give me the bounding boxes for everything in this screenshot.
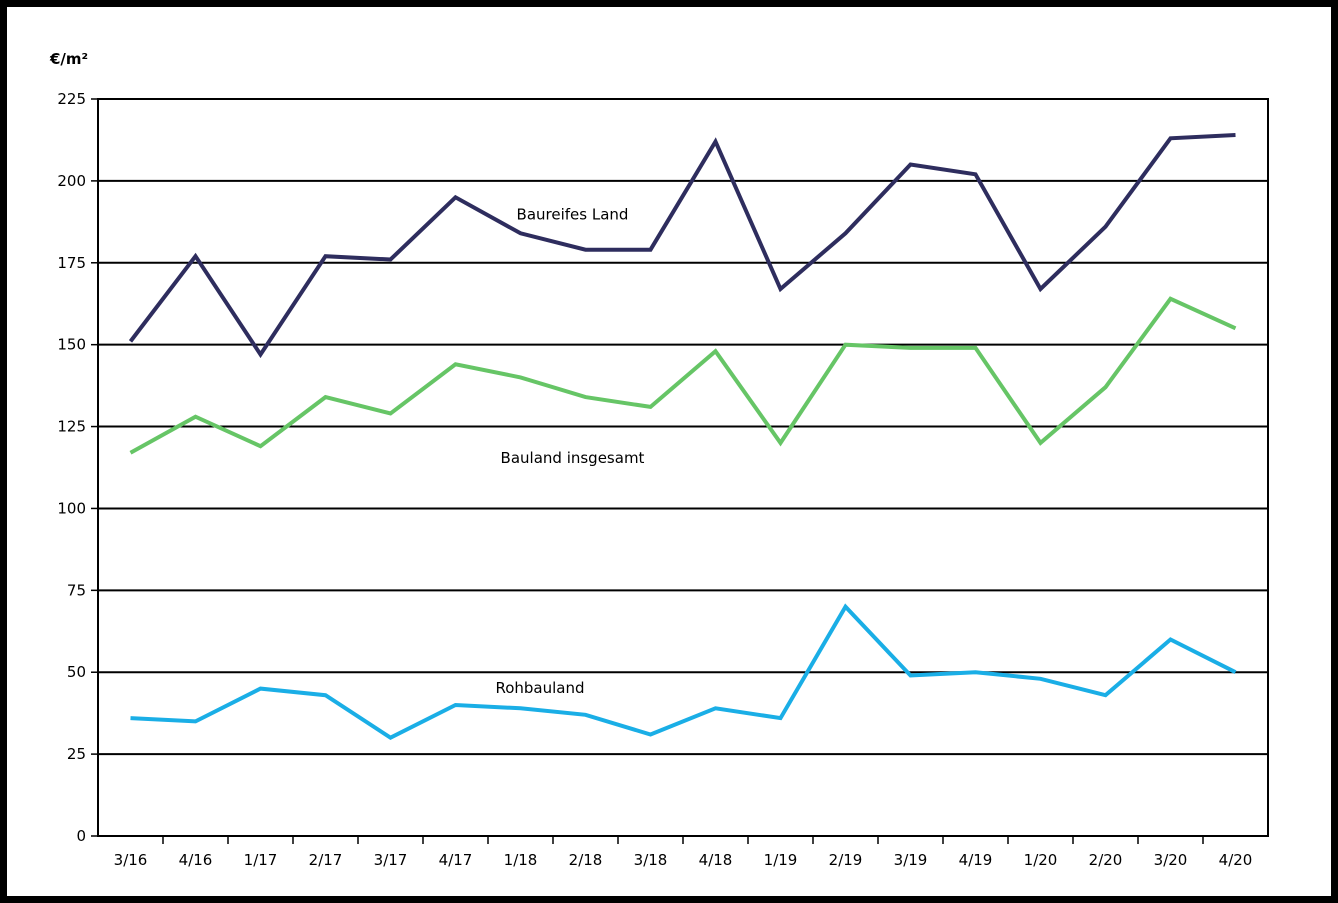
x-tick-label: 1/19 [764,851,798,869]
y-tick-label: 50 [67,663,86,681]
y-tick-label: 200 [57,172,86,190]
x-tick-label: 1/18 [504,851,538,869]
x-tick-label: 4/19 [959,851,993,869]
series-label-bauland-insgesamt: Bauland insgesamt [501,449,645,467]
x-tick-label: 3/19 [894,851,928,869]
y-tick-label: 0 [76,827,86,845]
y-tick-label: 175 [57,254,86,272]
x-tick-label: 4/18 [699,851,733,869]
x-tick-label: 2/19 [829,851,863,869]
x-tick-label: 1/17 [244,851,278,869]
x-tick-label: 3/17 [374,851,408,869]
series-line-bauland-insgesamt [129,296,1237,455]
x-tick-label: 2/20 [1089,851,1123,869]
y-tick-label: 150 [57,336,86,354]
y-tick-label: 225 [57,90,86,108]
y-tick-label: 100 [57,499,86,517]
y-tick-label: 25 [67,745,86,763]
series-labels: Baureifes Land Bauland insgesamt Rohbaulan… [495,205,644,697]
series-lines [128,133,1237,741]
axes: 0 25 50 75 100 125 150 175 200 225 3/16 4/16 1/17 2/1… [57,90,1269,869]
series-line-baureifes-land [128,133,1236,359]
x-tick-label: 3/16 [114,851,148,869]
series-line-rohbauland [130,603,1237,741]
plot-area-border [97,98,1269,837]
y-tick-label: 75 [67,581,86,599]
x-tick-label: 3/18 [634,851,668,869]
series-label-rohbauland: Rohbauland [495,679,584,697]
x-tick-label: 4/17 [439,851,473,869]
x-tick-label: 2/18 [569,851,603,869]
x-tick-label: 4/16 [179,851,213,869]
x-tick-label: 4/20 [1219,851,1253,869]
y-tick-label: 125 [57,418,86,436]
x-tick-label: 1/20 [1024,851,1058,869]
y-axis-unit: €/m² [49,50,88,68]
series-label-baureifes-land: Baureifes Land [517,205,629,223]
x-tick-label: 3/20 [1154,851,1188,869]
x-tick-label: 2/17 [309,851,343,869]
